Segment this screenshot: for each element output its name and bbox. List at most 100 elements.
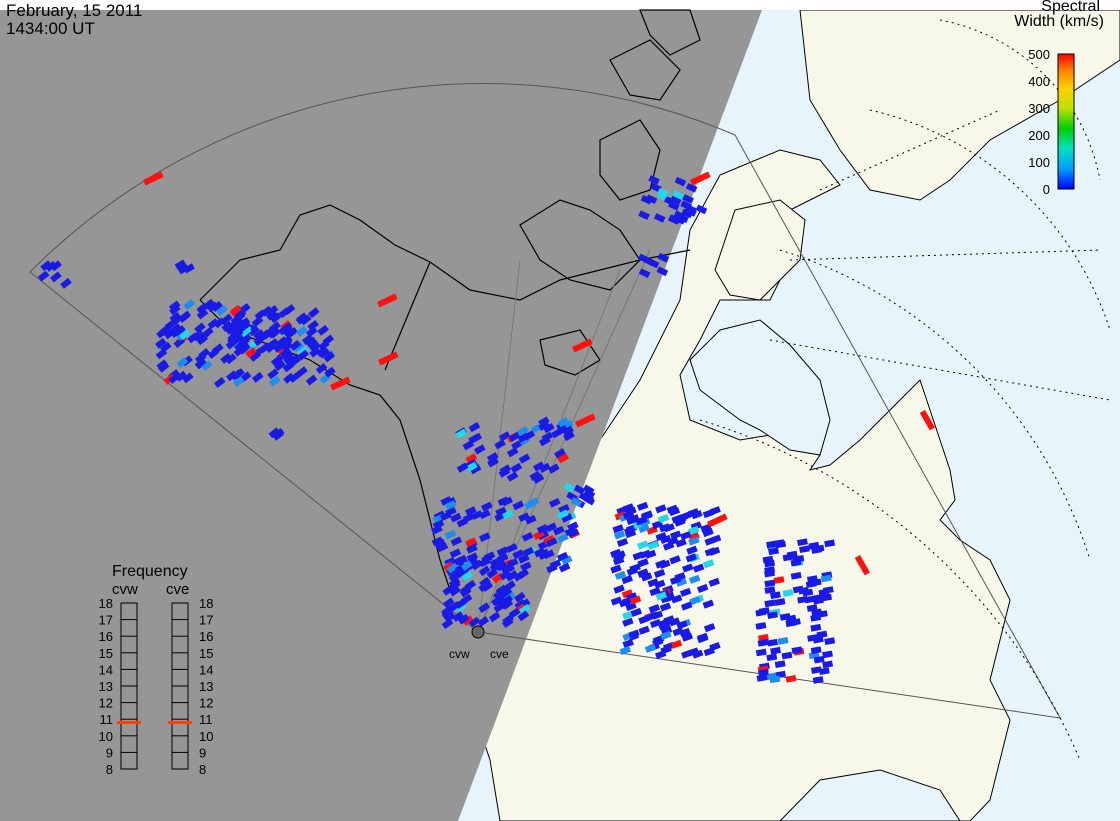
echo-cell [821, 593, 833, 602]
echo-cell [50, 260, 62, 272]
echo-cell [675, 577, 688, 587]
echo-cell [640, 194, 653, 205]
echo-cell [203, 298, 215, 310]
echo-cell [511, 439, 523, 451]
echo-cell [444, 500, 457, 510]
echo-cell [239, 326, 252, 338]
echo-cell [496, 553, 509, 563]
echo-cell [443, 561, 455, 573]
echo-cell [692, 563, 705, 573]
echo-cell [283, 372, 295, 384]
echo-cell [702, 559, 715, 569]
echo-cell [536, 524, 549, 534]
land-baffin [714, 199, 806, 301]
echo-cell [636, 501, 649, 511]
echo-cell [442, 597, 455, 609]
echo-cell [638, 615, 650, 625]
radar-site-dot [471, 625, 485, 639]
echo-cell [782, 589, 794, 597]
echo-cell [233, 324, 245, 336]
echo-cell [774, 660, 786, 668]
echo-cell [647, 540, 659, 550]
frequency-tick-right: 12 [199, 696, 213, 711]
frequency-tick-right: 9 [199, 745, 206, 760]
frequency-tick-right: 13 [199, 679, 213, 694]
echo-cell [468, 422, 481, 433]
echo-cell [560, 555, 573, 565]
echo-cell [669, 214, 681, 225]
radar-site-label-cve: cve [490, 647, 509, 661]
echo-cell [669, 575, 682, 585]
echo-cell [624, 529, 637, 539]
echo-cell [709, 534, 722, 544]
echo-cell [257, 331, 270, 343]
echo-cell [251, 347, 264, 359]
echo-cell [462, 615, 474, 627]
echo-cell [517, 610, 530, 622]
echo-cell [464, 506, 477, 516]
echo-cell [478, 602, 491, 614]
echo-cell-high [707, 513, 728, 528]
echo-cell [517, 425, 529, 437]
echo-cell [518, 453, 531, 464]
echo-cell [654, 579, 666, 589]
echo-cell [192, 330, 205, 341]
echo-cell [296, 366, 308, 378]
echo-cell [677, 213, 689, 224]
echo-cell [456, 462, 469, 473]
colorbar-tick-label: 200 [1028, 128, 1050, 143]
echo-cell [456, 517, 469, 528]
frequency-tick-right: 16 [199, 629, 213, 644]
echo-cell [669, 530, 682, 540]
echo-cell [452, 611, 464, 622]
echo-cell [274, 337, 287, 349]
echo-cell [762, 555, 774, 564]
echo-cell [638, 253, 650, 264]
echo-cell [460, 593, 473, 605]
echo-cell [647, 578, 659, 588]
echo-cell [455, 428, 468, 439]
echo-cell [268, 375, 281, 387]
colorbar-tick-label: 100 [1028, 155, 1050, 170]
echo-cell [517, 568, 530, 580]
echo-cell [305, 336, 317, 348]
echo-cell [265, 309, 278, 321]
echo-cell [518, 512, 530, 523]
echo-cell-high [575, 413, 596, 428]
echo-cell [297, 349, 310, 361]
echo-cell [477, 616, 490, 627]
echo-cell [669, 555, 681, 565]
echo-cell [465, 453, 478, 464]
echo-cell [450, 512, 462, 523]
echo-cell [556, 425, 568, 436]
echo-cell [766, 540, 778, 549]
echo-cell [703, 623, 716, 633]
echo-cell [822, 660, 834, 669]
echo-cell [283, 327, 296, 339]
echo-cell [757, 639, 769, 647]
echo-cell [486, 452, 499, 463]
echo-cell [280, 337, 293, 349]
frequency-tick-left: 18 [99, 596, 113, 611]
echo-cell [779, 613, 791, 621]
echo-cell [460, 560, 473, 572]
echo-cell [532, 473, 545, 484]
echo-cell [691, 649, 704, 659]
colorbar-tick-label: 0 [1043, 182, 1050, 197]
echo-cell [176, 357, 189, 369]
echo-cell [554, 448, 566, 459]
echo-cell [824, 637, 836, 645]
echo-cell [682, 194, 694, 204]
echo-cell [774, 598, 786, 606]
echo-cell [506, 471, 519, 482]
coastlines [199, 9, 701, 591]
echo-cell [644, 549, 657, 559]
echo-cell [309, 346, 321, 358]
echo-cell [548, 497, 561, 508]
frequency-tick-left: 14 [99, 662, 113, 677]
echo-cell [770, 591, 781, 600]
echo-cell [657, 187, 669, 198]
frequency-tick-right: 8 [199, 762, 206, 777]
